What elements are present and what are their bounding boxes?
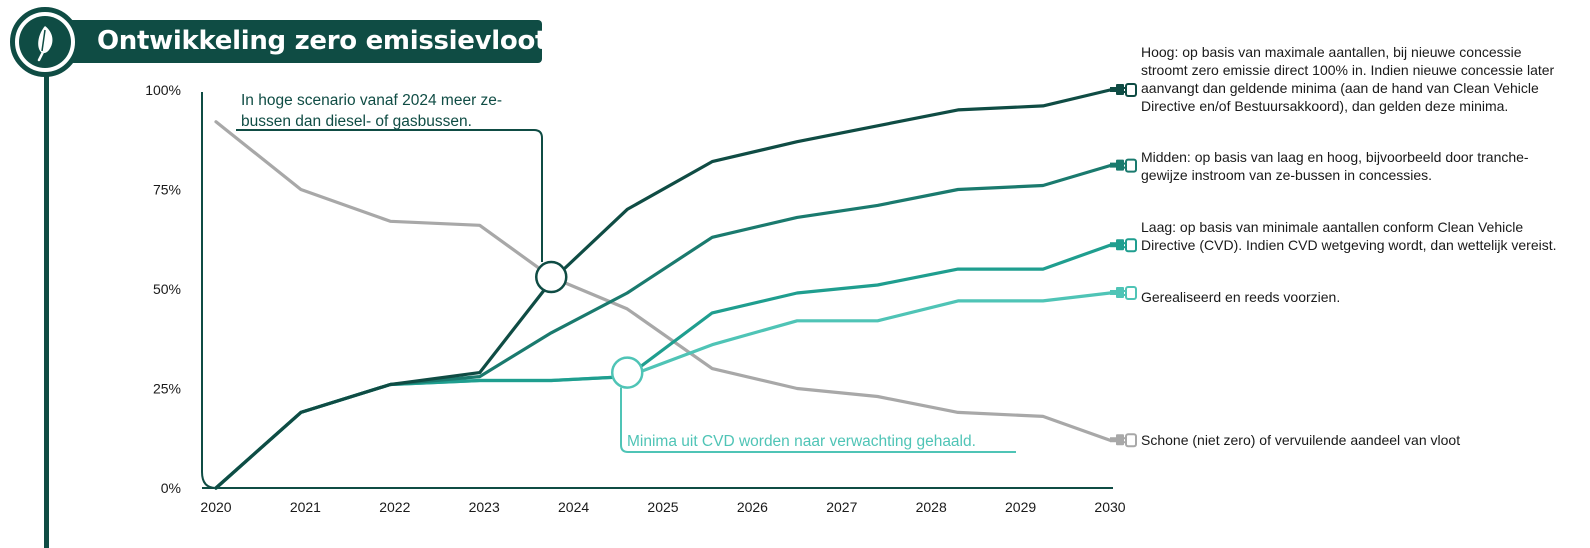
leaf-icon [19,16,71,68]
x-tick-label: 2025 [647,499,678,515]
annotation-hoog: In hoge scenario vanaf 2024 meer ze-buss… [241,92,503,130]
x-tick-label: 2027 [826,499,857,515]
plug-icon-midden [1110,158,1137,173]
plug-icon-schone [1110,433,1137,448]
x-tick-label: 2030 [1094,499,1125,515]
plug-icon-gerealiseerd [1110,285,1137,300]
y-axis-line [201,92,217,489]
callout-line-hoog [236,129,543,263]
y-tick-label: 50% [153,281,181,297]
page-title: Ontwikkeling zero emissievloot [97,26,548,56]
title-banner [62,20,542,63]
plug-icon-hoog [1110,83,1137,97]
legend-text-gerealiseerd: Gerealiseerd en reeds voorzien. [1141,289,1341,305]
series-line-schone [214,120,1112,442]
x-tick-label: 2028 [916,499,947,515]
plug-icon-laag [1110,238,1137,253]
legend-text-midden: Midden: op basis van laag en hoog, bijvo… [1141,149,1529,183]
logo-badge [10,7,80,77]
x-tick-label: 2024 [558,499,589,515]
legend-text-schone: Schone (niet zero) of vervuilende aandee… [1141,432,1461,448]
series-line-gerealiseerd [214,291,1112,490]
callout-line-laag [620,387,1016,453]
annotation-laag: Minima uit CVD worden naar verwachting g… [627,433,976,450]
x-tick-label: 2023 [469,499,500,515]
y-tick-label: 100% [145,82,181,98]
y-tick-label: 75% [153,182,181,198]
legend-text-laag: Laag: op basis van minimale aantallen co… [1141,219,1557,253]
series-line-hoog [214,88,1112,490]
legend-text-hoog: Hoog: op basis van maximale aantallen, b… [1141,44,1555,114]
highlight-circle-hoog [535,260,568,294]
x-tick-label: 2029 [1005,499,1036,515]
x-tick-label: 2026 [737,499,768,515]
left-rule [44,70,49,548]
highlight-circle-gerealiseerd [610,356,644,389]
y-tick-label: 25% [153,381,181,397]
x-tick-label: 2020 [200,499,231,515]
x-tick-label: 2022 [379,499,410,515]
y-tick-label: 0% [161,480,181,496]
x-tick-label: 2021 [290,499,321,515]
